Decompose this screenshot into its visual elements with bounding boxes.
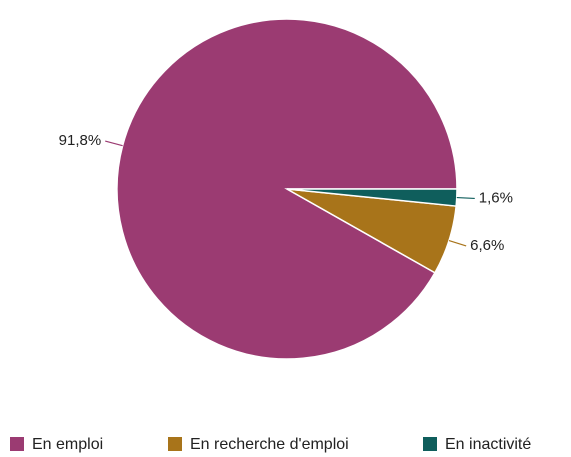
data-label: 6,6% — [470, 237, 504, 254]
leader-line — [105, 140, 123, 147]
legend-label: En emploi — [32, 436, 103, 453]
legend-swatch — [10, 437, 24, 451]
data-label: 91,8% — [59, 132, 102, 149]
legend-swatch — [168, 437, 182, 451]
legend-label: En inactivité — [445, 436, 531, 453]
legend-label: En recherche d'emploi — [190, 436, 349, 453]
leader-line — [448, 239, 467, 247]
legend-swatch — [423, 437, 437, 451]
leader-line — [456, 196, 475, 200]
data-label: 1,6% — [479, 189, 513, 206]
